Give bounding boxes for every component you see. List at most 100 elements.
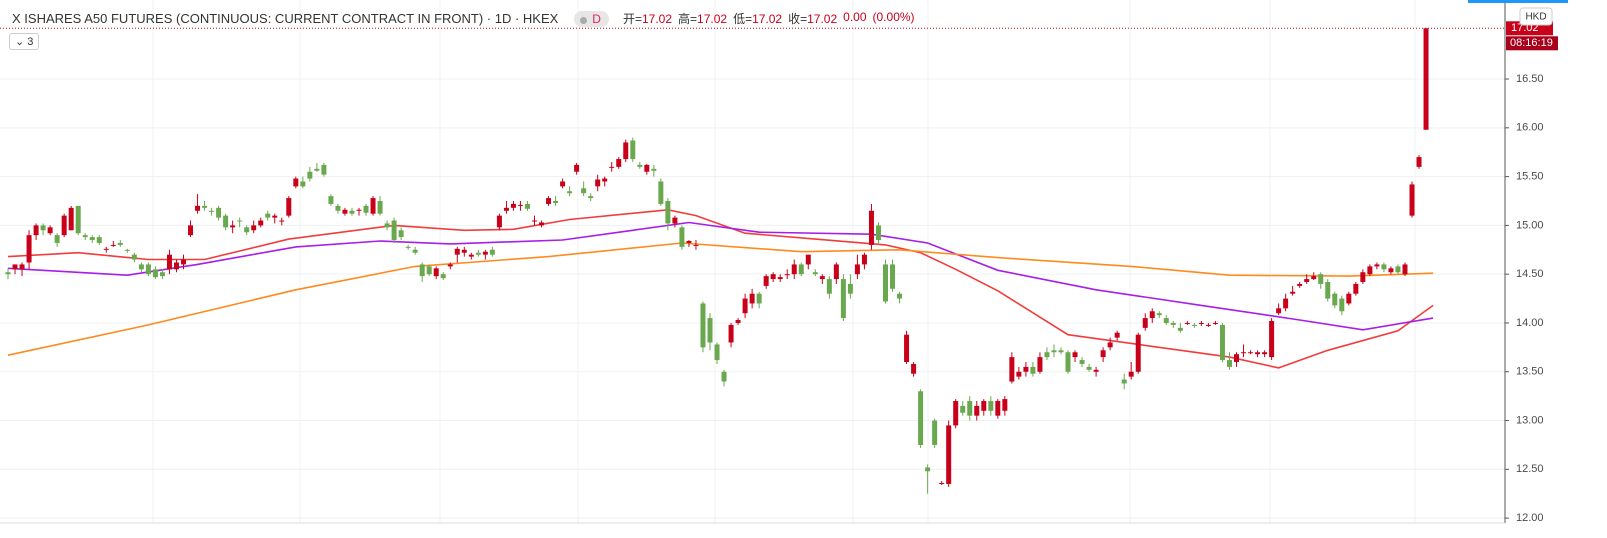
collapse-button[interactable]: ⌄ 3 (9, 33, 40, 50)
candle-body (1051, 350, 1057, 353)
candle-body (700, 303, 706, 348)
candle-body (209, 210, 215, 212)
candle-body (1269, 321, 1275, 358)
candle-body (995, 401, 1001, 416)
candle-body (1079, 360, 1085, 364)
candle-body (1114, 332, 1120, 338)
candle-body (40, 225, 46, 231)
candle-body (503, 207, 509, 211)
candle-body (1381, 264, 1387, 270)
candle-body (840, 279, 846, 319)
legend-item: 高=17.02 (678, 10, 727, 27)
candle-body (1170, 322, 1176, 325)
candle-body (805, 254, 811, 265)
candle-body (279, 220, 285, 222)
candle-body (1072, 352, 1078, 358)
candle-body (391, 220, 397, 241)
top-bar (1468, 0, 1568, 3)
candle-body (1044, 352, 1050, 358)
candle-body (693, 244, 699, 246)
candle-body (117, 242, 123, 245)
candle-body (960, 405, 966, 413)
candle-body (342, 209, 348, 214)
candle-body (447, 264, 453, 267)
candle-body (1184, 322, 1190, 324)
candle-body (82, 235, 88, 238)
candle-body (1149, 311, 1155, 319)
candle-body (159, 272, 165, 277)
candle-body (588, 196, 594, 199)
legend-value: 17.02 (641, 12, 673, 26)
candle-body (1409, 184, 1415, 216)
candle-body (173, 262, 179, 270)
candle-body (1423, 28, 1429, 130)
candle-body (679, 227, 685, 247)
candle-body (54, 235, 60, 243)
candle-body (616, 159, 622, 167)
candle-body (1304, 279, 1310, 282)
candle-body (658, 181, 664, 204)
candle-body (861, 254, 867, 265)
candle-body (581, 188, 587, 194)
candle-body (251, 225, 257, 231)
candle-body (1156, 313, 1162, 316)
candle-body (1360, 272, 1366, 282)
candle-body (1177, 327, 1183, 331)
candle-body (419, 264, 425, 277)
candle-body (510, 203, 516, 208)
y-tick-label: 14.50 (1516, 268, 1544, 280)
candle-body (1100, 350, 1106, 358)
candle-body (812, 272, 818, 275)
candle-body (1142, 318, 1148, 328)
candle-body (728, 324, 734, 343)
legend-item: 开=17.02 (623, 10, 672, 27)
candle-body (553, 201, 559, 203)
candle-body (265, 213, 271, 218)
candle-body (75, 205, 81, 234)
candle-body (433, 268, 439, 277)
candle-body (426, 266, 432, 275)
candle-body (911, 363, 917, 374)
candle-body (686, 241, 692, 243)
candle-body (1023, 366, 1029, 372)
candle-body (293, 178, 299, 187)
candle-body (735, 320, 741, 323)
candle-body (356, 209, 362, 211)
candle-body (181, 259, 186, 265)
candle-body (370, 198, 376, 214)
candle-body (272, 215, 278, 218)
candle-body (12, 264, 18, 270)
candle-body (567, 191, 573, 194)
candle-body (1226, 360, 1232, 367)
legend-value: 17.02 (697, 12, 728, 26)
candle-body (33, 225, 39, 236)
candle-body (1395, 266, 1401, 273)
candle-body (377, 201, 383, 214)
candle-body (925, 467, 931, 472)
candle-body (637, 164, 643, 167)
interval-badge[interactable]: D (574, 10, 609, 27)
countdown-box (1506, 36, 1558, 51)
candle-body (202, 205, 208, 208)
candle-body (166, 254, 172, 270)
candle-body (328, 196, 334, 204)
y-tick-label: 14.00 (1516, 317, 1544, 329)
header: X ISHARES A50 FUTURES (CONTINUOUS: CURRE… (12, 10, 915, 27)
candle-body (532, 220, 537, 222)
candle-body (5, 272, 11, 275)
y-tick-label: 12.50 (1516, 463, 1544, 475)
candle-body (230, 225, 236, 228)
candle-body (791, 264, 797, 275)
candle-body (1205, 324, 1211, 326)
candle-body (1402, 264, 1408, 275)
candle-body (721, 371, 727, 382)
candle-body (777, 277, 783, 280)
candle-body (953, 401, 959, 426)
candle-body (110, 244, 116, 246)
candle-body (1107, 342, 1113, 348)
candle-body (152, 269, 158, 278)
legend-item: 收=17.02 (788, 10, 837, 27)
candle-body (595, 179, 601, 187)
candle-body (756, 293, 762, 304)
